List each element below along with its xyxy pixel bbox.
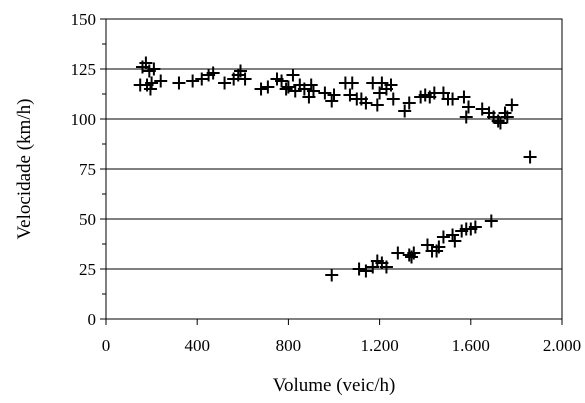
data-point bbox=[172, 76, 186, 90]
data-point bbox=[448, 234, 462, 248]
y-axis-title: Velocidade (km/h) bbox=[14, 99, 35, 240]
data-point bbox=[491, 114, 505, 128]
data-point bbox=[254, 82, 268, 96]
data-point bbox=[459, 110, 473, 124]
x-tick-label: 1.200 bbox=[360, 336, 398, 355]
data-point bbox=[386, 92, 400, 106]
x-tick-label: 400 bbox=[184, 336, 210, 355]
y-tick-label: 50 bbox=[79, 210, 96, 229]
data-point bbox=[468, 220, 482, 234]
y-tick-label: 100 bbox=[71, 110, 97, 129]
data-point bbox=[359, 96, 373, 110]
data-point bbox=[500, 110, 514, 124]
data-point bbox=[325, 268, 339, 282]
data-point bbox=[143, 82, 157, 96]
data-point bbox=[370, 98, 384, 112]
data-point bbox=[446, 228, 460, 242]
x-axis-title: Volume (veic/h) bbox=[273, 375, 396, 396]
data-point bbox=[523, 150, 537, 164]
data-point bbox=[234, 64, 248, 78]
data-points bbox=[133, 56, 537, 282]
data-point bbox=[343, 88, 357, 102]
data-point bbox=[352, 262, 366, 276]
axis-ticks bbox=[100, 18, 563, 325]
y-tick-label: 125 bbox=[71, 60, 97, 79]
y-tick-label: 25 bbox=[79, 260, 96, 279]
data-point bbox=[475, 102, 489, 116]
data-point bbox=[325, 94, 339, 108]
data-point bbox=[306, 84, 320, 98]
y-tick-labels: 0 25 50 75 100 125 150 bbox=[71, 10, 97, 329]
data-point bbox=[281, 80, 295, 94]
data-point bbox=[391, 246, 405, 260]
data-point bbox=[327, 88, 341, 102]
data-point bbox=[398, 104, 412, 118]
data-point bbox=[261, 80, 275, 94]
data-point bbox=[304, 78, 318, 92]
data-point bbox=[484, 214, 498, 228]
data-point bbox=[432, 240, 446, 254]
data-point bbox=[297, 82, 311, 96]
data-point bbox=[446, 92, 460, 106]
data-point bbox=[186, 74, 200, 88]
data-point bbox=[286, 68, 300, 82]
data-point bbox=[345, 76, 359, 90]
data-point bbox=[318, 86, 332, 100]
x-tick-label: 0 bbox=[102, 336, 111, 355]
data-point bbox=[275, 74, 289, 88]
data-point bbox=[218, 76, 232, 90]
y-tick-label: 75 bbox=[79, 160, 96, 179]
x-tick-labels: 0 400 800 1.200 1.600 2.000 bbox=[102, 336, 581, 355]
data-point bbox=[147, 62, 161, 76]
data-point bbox=[379, 260, 393, 274]
data-point bbox=[359, 264, 373, 278]
data-point bbox=[457, 90, 471, 104]
x-tick-label: 1.600 bbox=[452, 336, 490, 355]
data-point bbox=[462, 100, 476, 114]
data-point bbox=[493, 116, 507, 130]
data-point bbox=[139, 56, 153, 70]
x-tick-label: 2.000 bbox=[543, 336, 581, 355]
x-tick-label: 800 bbox=[276, 336, 302, 355]
data-point bbox=[145, 76, 159, 90]
data-point bbox=[154, 74, 168, 88]
data-point bbox=[436, 230, 450, 244]
data-point bbox=[384, 78, 398, 92]
y-tick-label: 150 bbox=[71, 10, 97, 29]
data-point bbox=[206, 66, 220, 80]
grid-lines bbox=[106, 68, 562, 270]
data-point bbox=[402, 96, 416, 110]
data-point bbox=[373, 86, 387, 100]
data-point bbox=[195, 72, 209, 86]
y-tick-label: 0 bbox=[88, 310, 97, 329]
data-point bbox=[505, 98, 519, 112]
data-point bbox=[407, 246, 421, 260]
data-point bbox=[279, 82, 293, 96]
data-point bbox=[238, 72, 252, 86]
